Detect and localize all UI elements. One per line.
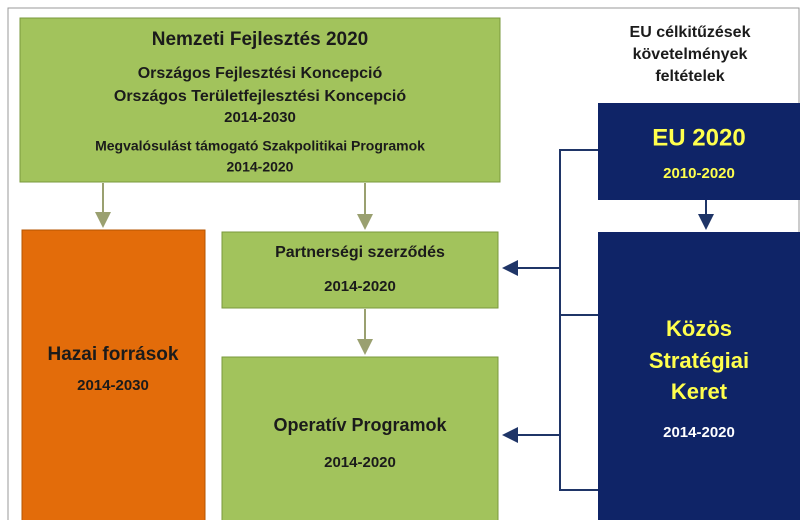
top-title: Nemzeti Fejlesztés 2020 (152, 29, 369, 50)
eu-note: feltételek (655, 68, 724, 85)
blue-connectors (502, 149, 714, 491)
partnership-period: 2014-2020 (324, 278, 396, 295)
eu2020-period: 2010-2020 (663, 165, 735, 182)
eu2020-title: EU 2020 (652, 124, 745, 151)
domestic-period: 2014-2030 (77, 377, 149, 394)
csf-title: Közös (666, 316, 732, 341)
domestic-title: Hazai források (48, 344, 179, 365)
csf-box (598, 232, 800, 520)
green-arrows (95, 183, 373, 355)
partnership-title: Partnerségi szerződés (275, 244, 445, 261)
csf-title: Stratégiai (649, 348, 749, 373)
eu-note: EU célkitűzések (630, 24, 751, 41)
top-period: 2014-2020 (227, 159, 294, 175)
operative-box (221, 356, 499, 520)
top-period: 2014-2030 (224, 109, 296, 126)
top-line: Országos Területfejlesztési Koncepció (114, 88, 406, 105)
top-box (19, 17, 501, 183)
top-line: Megvalósulást támogató Szakpolitikai Pro… (95, 138, 425, 154)
eu-note: követelmények (633, 46, 748, 63)
operative-title: Operatív Programok (273, 415, 447, 435)
operative-period: 2014-2020 (324, 454, 396, 471)
csf-period: 2014-2020 (663, 424, 735, 441)
top-line: Országos Fejlesztési Koncepció (138, 65, 383, 82)
partnership-box (221, 231, 499, 309)
eu2020-box (598, 103, 800, 200)
domestic-box (21, 229, 206, 520)
csf-title: Keret (671, 379, 728, 404)
